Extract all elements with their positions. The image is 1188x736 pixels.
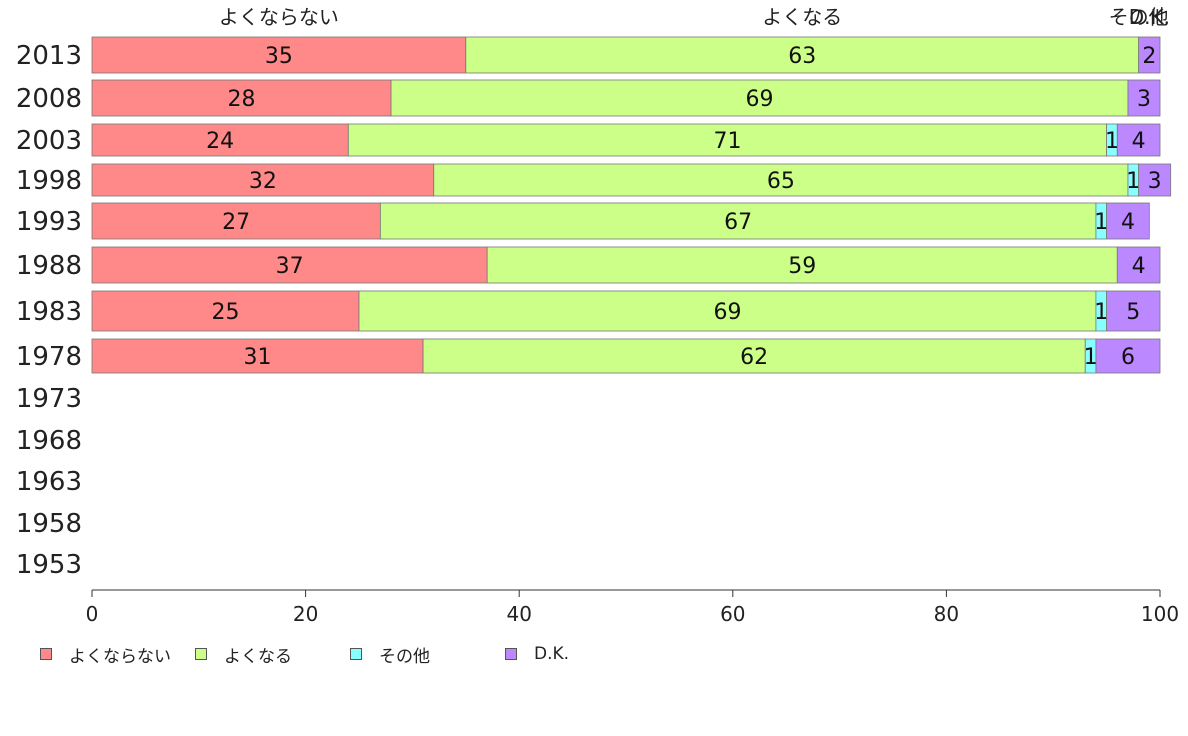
y-tick-label: 1973 bbox=[16, 384, 82, 414]
legend-item: よくならない bbox=[40, 642, 171, 667]
bar-segment bbox=[91, 202, 381, 240]
data-label: 67 bbox=[724, 210, 752, 235]
data-label: 1 bbox=[1084, 345, 1098, 370]
legend-item: D.K. bbox=[505, 642, 569, 666]
data-label: 1 bbox=[1126, 169, 1140, 194]
bar-segment bbox=[1095, 338, 1161, 374]
bar-segment bbox=[358, 290, 1097, 332]
legend-swatch bbox=[350, 648, 362, 660]
chart-legend: よくならない よくなる その他 D.K. bbox=[40, 642, 1140, 667]
bar-segment bbox=[1138, 36, 1161, 74]
data-label: 4 bbox=[1121, 210, 1135, 235]
bar-segment bbox=[91, 123, 349, 157]
data-label: 28 bbox=[228, 87, 256, 112]
data-label: 24 bbox=[206, 129, 234, 154]
bar-segment bbox=[390, 79, 1129, 117]
y-tick-label: 1958 bbox=[16, 509, 82, 539]
data-label: 1 bbox=[1105, 129, 1119, 154]
top-series-label: よくならない bbox=[219, 5, 339, 29]
x-tick-label: 0 bbox=[86, 602, 99, 626]
data-label: 1 bbox=[1094, 210, 1108, 235]
x-tick-label: 80 bbox=[934, 602, 959, 626]
data-label: 69 bbox=[746, 87, 774, 112]
y-tick-label: 1963 bbox=[16, 467, 82, 497]
data-label: 25 bbox=[212, 300, 240, 325]
x-tick-label: 60 bbox=[720, 602, 745, 626]
data-label: 6 bbox=[1121, 345, 1135, 370]
bar-segment bbox=[465, 36, 1140, 74]
bar-segment bbox=[486, 246, 1118, 284]
data-label: 69 bbox=[713, 300, 741, 325]
bar-segment bbox=[91, 290, 360, 332]
y-tick-label: 2008 bbox=[16, 84, 82, 114]
bar-segment bbox=[1106, 202, 1150, 240]
data-label: 63 bbox=[788, 44, 816, 69]
data-label: 32 bbox=[249, 169, 277, 194]
bar-segment bbox=[379, 202, 1097, 240]
data-label: 1 bbox=[1094, 300, 1108, 325]
bar-segment bbox=[1116, 123, 1161, 157]
y-tick-label: 1953 bbox=[16, 550, 82, 580]
x-tick-label: 20 bbox=[293, 602, 318, 626]
y-tick-label: 2013 bbox=[16, 41, 82, 71]
data-label: 5 bbox=[1126, 300, 1140, 325]
data-label: 71 bbox=[713, 129, 741, 154]
y-tick-label: 1993 bbox=[16, 207, 82, 237]
legend-swatch bbox=[195, 648, 207, 660]
top-series-label: D.K. bbox=[1129, 5, 1170, 29]
data-label: 4 bbox=[1132, 254, 1146, 279]
data-label: 31 bbox=[244, 345, 272, 370]
y-tick-label: 1998 bbox=[16, 166, 82, 196]
data-label: 35 bbox=[265, 44, 293, 69]
x-tick-label: 40 bbox=[506, 602, 531, 626]
bar-segment bbox=[433, 163, 1129, 197]
bar-segment bbox=[1127, 79, 1161, 117]
y-tick-label: 1988 bbox=[16, 251, 82, 281]
bar-segment bbox=[422, 338, 1086, 374]
data-label: 27 bbox=[222, 210, 250, 235]
bar-segment bbox=[347, 123, 1108, 157]
top-series-label: よくなる bbox=[762, 5, 842, 29]
bar-segment bbox=[1116, 246, 1161, 284]
legend-item: その他 bbox=[350, 642, 430, 667]
y-tick-label: 1978 bbox=[16, 342, 82, 372]
y-tick-label: 2003 bbox=[16, 126, 82, 156]
bar-segment bbox=[91, 338, 424, 374]
bar-segment bbox=[1106, 290, 1161, 332]
data-label: 65 bbox=[767, 169, 795, 194]
legend-label: その他 bbox=[379, 646, 430, 667]
legend-label: よくならない bbox=[69, 646, 171, 667]
top-series-label: その他 bbox=[1109, 5, 1169, 29]
y-tick-label: 1983 bbox=[16, 297, 82, 327]
data-label: 37 bbox=[276, 254, 304, 279]
bar-segment bbox=[91, 246, 488, 284]
legend-swatch bbox=[505, 648, 517, 660]
bar-segment bbox=[1138, 163, 1172, 197]
y-tick-label: 1968 bbox=[16, 426, 82, 456]
legend-swatch bbox=[40, 648, 52, 660]
data-label: 3 bbox=[1137, 87, 1151, 112]
legend-label: よくなる bbox=[224, 646, 292, 667]
chart-plot: よくならない よくなる その他D.K.20132008200319981993198… bbox=[16, 5, 1179, 626]
bar-segment bbox=[91, 36, 467, 74]
x-tick-label: 100 bbox=[1141, 602, 1179, 626]
data-label: 3 bbox=[1148, 169, 1162, 194]
legend-label: D.K. bbox=[534, 644, 570, 664]
data-label: 2 bbox=[1142, 44, 1156, 69]
data-label: 4 bbox=[1132, 129, 1146, 154]
legend-item: よくなる bbox=[195, 642, 292, 667]
data-label: 62 bbox=[740, 345, 768, 370]
data-label: 59 bbox=[788, 254, 816, 279]
